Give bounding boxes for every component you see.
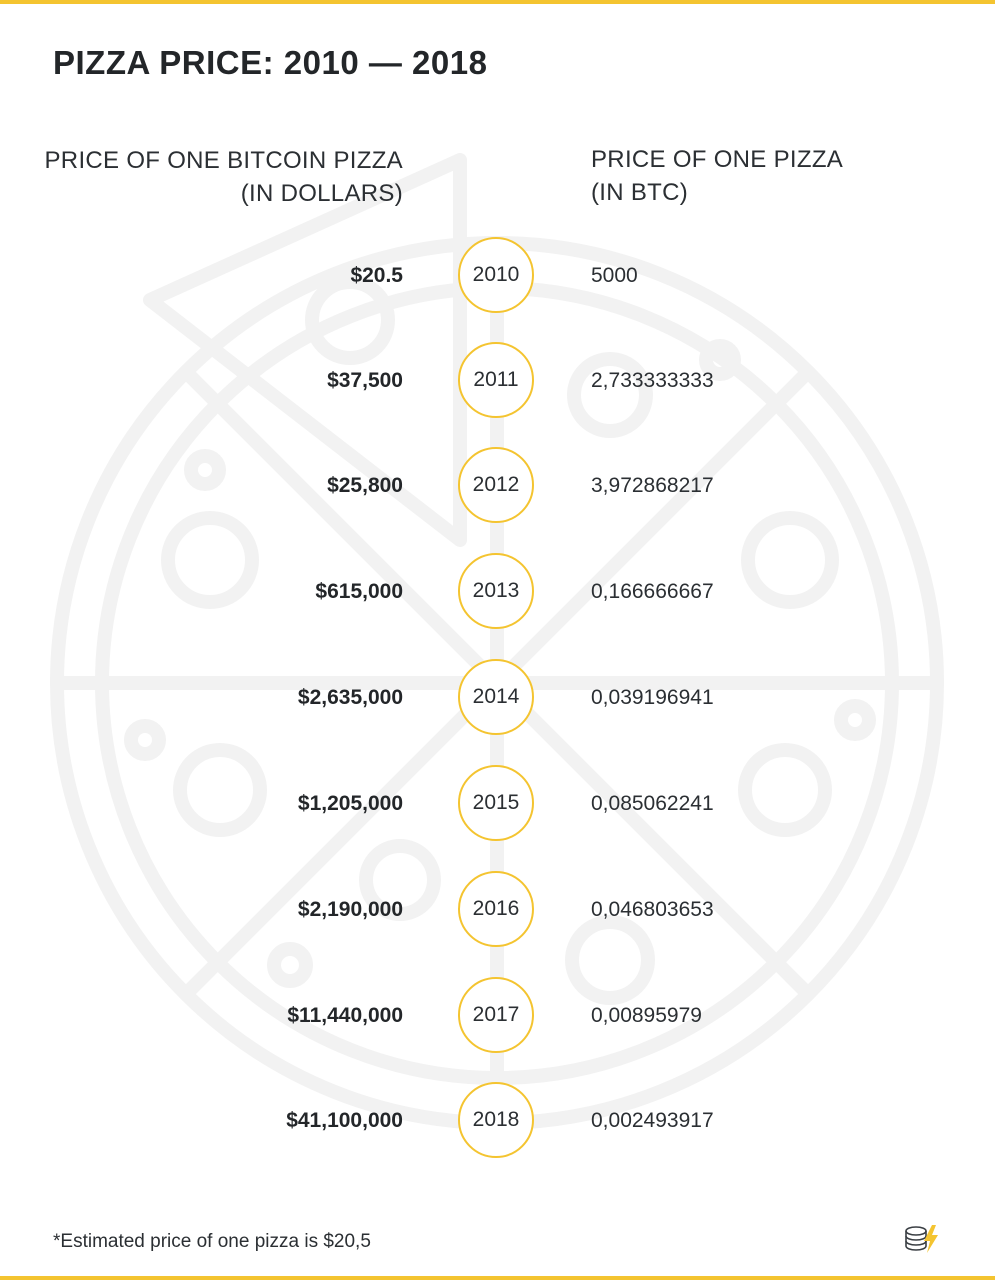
btc-price: 0,039196941 <box>591 686 714 709</box>
year-circle: 2010 <box>458 237 534 313</box>
btc-column-header: PRICE OF ONE PIZZA (IN BTC) <box>591 143 951 209</box>
usd-price: $11,440,000 <box>287 1004 403 1027</box>
table-row: $1,205,000 2015 0,085062241 <box>0 765 995 845</box>
btc-price: 0,002493917 <box>591 1109 714 1132</box>
usd-header-line1: PRICE OF ONE BITCOIN PIZZA <box>44 147 403 174</box>
year-label: 2011 <box>473 368 519 391</box>
year-label: 2012 <box>472 473 520 496</box>
btc-price: 0,085062241 <box>591 792 714 815</box>
btc-price: 5000 <box>591 264 638 287</box>
year-label: 2017 <box>472 1003 520 1026</box>
year-circle: 2017 <box>458 977 534 1053</box>
usd-price: $20.5 <box>350 264 403 287</box>
bottom-accent-bar <box>0 1276 995 1280</box>
usd-price: $2,190,000 <box>297 898 403 921</box>
usd-header-line2: (IN DOLLARS) <box>240 180 403 207</box>
year-label: 2018 <box>472 1108 520 1131</box>
btc-price: 0,166666667 <box>591 580 714 603</box>
btc-price: 2,733333333 <box>591 369 714 392</box>
year-label: 2016 <box>472 897 520 920</box>
btc-header-line1: PRICE OF ONE PIZZA <box>591 146 844 173</box>
page-title: PIZZA PRICE: 2010 — 2018 <box>53 44 488 81</box>
btc-header-line2: (IN BTC) <box>591 179 689 206</box>
btc-price: 0,00895979 <box>591 1004 702 1027</box>
year-circle: 2012 <box>458 447 534 523</box>
year-circle: 2011 <box>458 342 534 418</box>
usd-price: $615,000 <box>315 580 403 603</box>
footnote: *Estimated price of one pizza is $20,5 <box>53 1231 371 1252</box>
year-circle: 2013 <box>458 553 534 629</box>
usd-price: $1,205,000 <box>297 792 403 815</box>
coin-stack-lightning-logo-icon <box>905 1225 938 1253</box>
year-circle: 2016 <box>458 871 534 947</box>
year-label: 2013 <box>472 579 520 602</box>
usd-price: $41,100,000 <box>286 1109 403 1132</box>
year-label: 2015 <box>472 791 520 814</box>
btc-price: 3,972868217 <box>591 474 714 497</box>
table-row: $615,000 2013 0,166666667 <box>0 553 995 633</box>
usd-price: $2,635,000 <box>297 686 403 709</box>
table-row: $2,190,000 2016 0,046803653 <box>0 871 995 951</box>
usd-price: $25,800 <box>327 474 403 497</box>
top-accent-bar <box>0 0 995 4</box>
usd-price: $37,500 <box>327 369 403 392</box>
year-circle: 2015 <box>458 765 534 841</box>
year-circle: 2014 <box>458 659 534 735</box>
year-label: 2014 <box>472 685 520 708</box>
table-row: $2,635,000 2014 0,039196941 <box>0 659 995 739</box>
table-row: $37,500 2011 2,733333333 <box>0 342 995 422</box>
usd-column-header: PRICE OF ONE BITCOIN PIZZA (IN DOLLARS) <box>40 144 403 210</box>
table-row: $20.5 2010 5000 <box>0 237 995 317</box>
table-row: $41,100,000 2018 0,002493917 <box>0 1082 995 1162</box>
year-label: 2010 <box>472 263 520 286</box>
btc-price: 0,046803653 <box>591 898 714 921</box>
table-row: $25,800 2012 3,972868217 <box>0 447 995 527</box>
table-row: $11,440,000 2017 0,00895979 <box>0 977 995 1057</box>
year-circle: 2018 <box>458 1082 534 1158</box>
